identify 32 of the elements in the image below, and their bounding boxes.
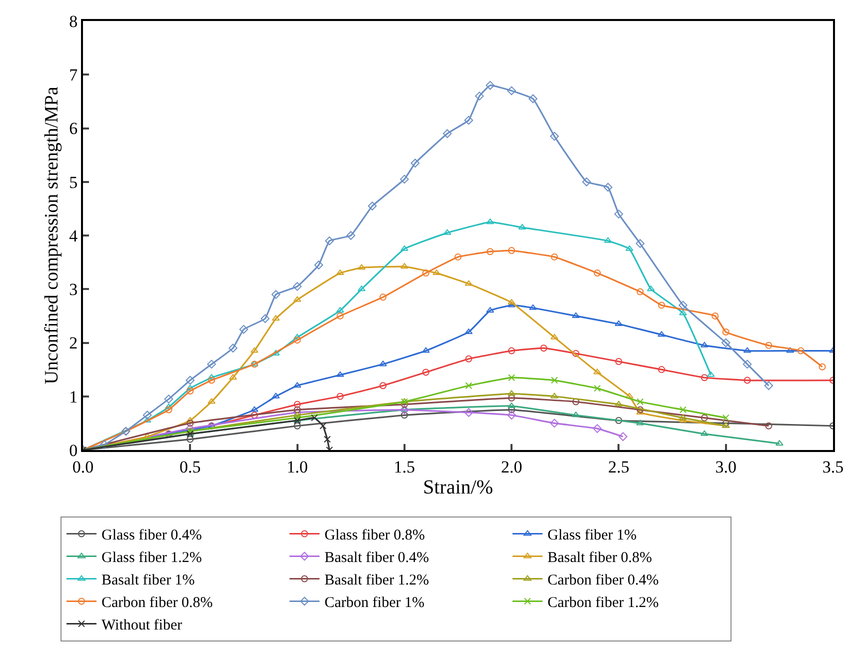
legend-label: Basalt fiber 1%	[102, 572, 195, 589]
x-tick-label: 1.5	[394, 457, 416, 476]
legend-label: Carbon fiber 1%	[324, 595, 424, 612]
x-tick-label: 1.0	[286, 457, 308, 476]
legend-label: Glass fiber 0.4%	[102, 528, 202, 544]
legend-label: Glass fiber 1%	[548, 528, 637, 544]
legend-label: Carbon fiber 0.8%	[102, 595, 213, 612]
x-tick-label: 2.5	[608, 457, 630, 476]
legend-label: Basalt fiber 0.4%	[324, 550, 430, 566]
y-tick-label: 1	[69, 387, 78, 406]
x-tick-label: 2.0	[500, 457, 522, 476]
y-tick-label: 3	[69, 280, 78, 300]
y-tick-label: 6	[69, 119, 78, 138]
x-tick-label: 3.5	[822, 457, 844, 476]
legend-label: Glass fiber 0.8%	[324, 528, 425, 544]
y-tick-label: 7	[69, 66, 78, 85]
x-tick-label: 0.0	[72, 457, 94, 476]
legend-label: Basalt fiber 0.8%	[548, 550, 652, 566]
legend-label: Without fiber	[102, 618, 182, 634]
x-tick-label: 0.5	[180, 457, 201, 476]
x-axis-title: Strain/%	[423, 476, 493, 498]
y-tick-label: 0	[69, 440, 78, 460]
y-tick-label: 5	[69, 172, 78, 192]
legend-label: Carbon fiber 1.2%	[548, 595, 659, 612]
y-axis-title: Unconfined compression strength/MPa	[41, 86, 62, 384]
y-tick-label: 8	[69, 12, 78, 31]
legend-label: Glass fiber 1.2%	[102, 550, 202, 566]
y-tick-label: 2	[69, 334, 78, 353]
x-tick-label: 3.0	[715, 457, 736, 476]
legend-label: Carbon fiber 0.4%	[548, 572, 659, 589]
legend-label: Basalt fiber 1.2%	[324, 572, 430, 589]
y-tick-label: 4	[69, 226, 78, 246]
